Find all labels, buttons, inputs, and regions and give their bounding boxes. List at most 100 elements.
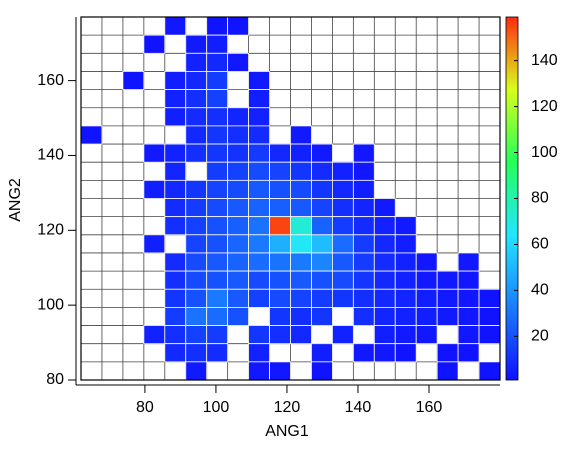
y-tick-label: 120	[37, 222, 64, 239]
heat-cell	[331, 198, 354, 218]
heat-cell	[164, 216, 187, 236]
heat-cell	[206, 325, 229, 345]
heat-cell	[394, 288, 417, 308]
heat-cell	[457, 325, 480, 345]
heat-cell	[436, 361, 459, 381]
heat-cell	[164, 306, 187, 326]
colorbar-tick-label: 40	[531, 282, 549, 299]
heat-cell	[331, 216, 354, 236]
heat-cell	[206, 306, 229, 326]
heat-cell	[185, 234, 208, 254]
heat-cell	[373, 343, 396, 363]
heat-cell	[164, 143, 187, 163]
heat-cell	[206, 252, 229, 272]
heat-cell	[269, 143, 291, 163]
heat-cell	[248, 161, 270, 181]
heat-cell	[269, 270, 291, 290]
heat-cell	[311, 179, 333, 199]
heat-cell	[373, 288, 396, 308]
y-tick-label: 100	[37, 296, 64, 313]
heat-cell	[394, 325, 417, 345]
heat-cell	[80, 125, 103, 145]
heat-cell	[290, 179, 312, 199]
heat-cell	[227, 161, 249, 181]
heat-cell	[206, 71, 229, 90]
heat-cell	[185, 288, 208, 308]
heat-cell	[331, 179, 354, 199]
heat-cell	[185, 125, 208, 145]
heat-cell	[436, 343, 459, 363]
heat-cell	[206, 270, 229, 290]
heat-cell	[227, 252, 249, 272]
heat-cell	[248, 270, 270, 290]
heat-cell	[394, 343, 417, 363]
heat-cell	[248, 234, 270, 254]
heat-cell	[185, 361, 208, 381]
heat-cell	[248, 325, 270, 345]
heat-cell	[269, 161, 291, 181]
heat-cell	[311, 306, 333, 326]
x-tick-label: 80	[136, 399, 154, 416]
heat-cell	[352, 143, 375, 163]
colorbar-tick-label: 140	[531, 52, 558, 69]
heat-cell	[311, 343, 333, 363]
heat-cell	[352, 234, 375, 254]
heat-cell	[352, 161, 375, 181]
heat-cell	[248, 143, 270, 163]
heat-cell	[248, 125, 270, 145]
heat-cell	[143, 179, 166, 199]
heat-cell	[415, 270, 438, 290]
heat-cell	[373, 234, 396, 254]
heat-cell	[227, 234, 249, 254]
heat-cell	[331, 161, 354, 181]
heat-cell	[373, 270, 396, 290]
heat-cell	[185, 143, 208, 163]
y-axis-label: ANG2	[7, 178, 24, 222]
heat-cell	[164, 288, 187, 308]
heat-cell	[206, 107, 229, 127]
colorbar-tick-label: 100	[531, 144, 558, 161]
heat-cell	[143, 143, 166, 163]
heat-cell	[415, 252, 438, 272]
heat-cell	[206, 143, 229, 163]
heat-cell	[164, 71, 187, 90]
heat-cell	[373, 198, 396, 218]
heat-cell	[352, 179, 375, 199]
heat-cell	[478, 306, 501, 326]
heat-cell	[436, 270, 459, 290]
heat-cell	[269, 198, 291, 218]
heat-cell	[185, 179, 208, 199]
heat-cell	[248, 288, 270, 308]
heat-cell	[394, 252, 417, 272]
heat-cell	[290, 216, 312, 236]
colorbar-tick-label: 20	[531, 328, 549, 345]
heat-cell	[269, 361, 291, 381]
heat-cell	[227, 198, 249, 218]
heat-cell	[248, 71, 270, 90]
heat-cell	[415, 288, 438, 308]
heat-cell	[164, 89, 187, 109]
heat-cell	[164, 107, 187, 127]
heat-cell	[164, 252, 187, 272]
heat-cell	[206, 179, 229, 199]
heat-cell	[290, 143, 312, 163]
heat-cell	[331, 252, 354, 272]
heat-cell	[331, 288, 354, 308]
x-tick-label: 160	[416, 399, 443, 416]
y-tick-label: 80	[46, 371, 64, 388]
heat-cell	[248, 198, 270, 218]
heat-cell	[164, 270, 187, 290]
heat-cell	[164, 179, 187, 199]
heat-cell	[206, 16, 229, 36]
heat-cell	[436, 288, 459, 308]
heat-cell	[269, 288, 291, 308]
heat-cell	[164, 325, 187, 345]
heat-cell	[290, 125, 312, 145]
heat-cell	[352, 270, 375, 290]
heat-cell	[227, 16, 249, 36]
heat-cell	[478, 361, 501, 381]
heat-cell	[164, 343, 187, 363]
heat-cell	[269, 325, 291, 345]
heat-cell	[164, 16, 187, 36]
heat-cell	[415, 325, 438, 345]
